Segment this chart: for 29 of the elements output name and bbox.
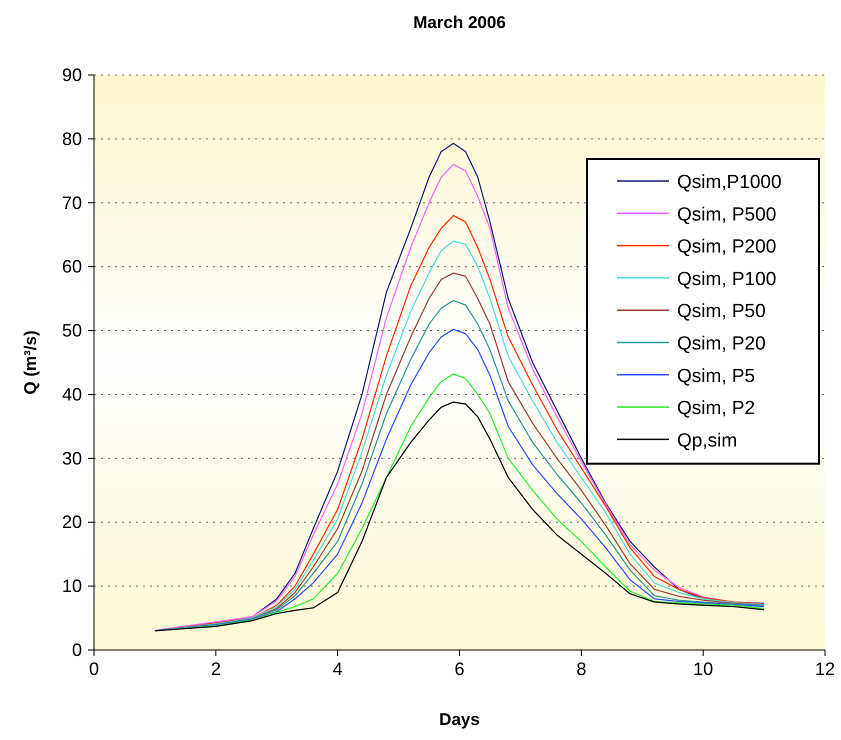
y-tick-label: 20: [62, 512, 82, 532]
y-tick-label: 40: [62, 384, 82, 404]
y-tick-label: 60: [62, 256, 82, 277]
x-tick-label: 6: [454, 659, 465, 679]
y-tick-label: 0: [72, 640, 82, 660]
chart-title: March 2006: [413, 13, 506, 32]
legend-label: Qsim, P5: [677, 366, 756, 387]
legend-label: Qsim, P500: [677, 204, 776, 226]
x-tick-label: 10: [693, 659, 714, 679]
legend-label: Qsim, P2: [677, 398, 756, 420]
y-tick-label: 70: [62, 192, 82, 213]
y-axis-title: Q (m³/s): [21, 330, 40, 395]
x-axis-title: Days: [439, 710, 480, 729]
x-tick-label: 12: [814, 659, 836, 679]
legend-label: Qsim, P50: [677, 301, 766, 322]
x-tick-label: 2: [210, 659, 221, 679]
x-tick-label: 8: [576, 659, 586, 679]
legend-label: Qsim, P20: [677, 334, 766, 354]
legend-label: Qp,sim: [677, 430, 738, 452]
legend-label: Qsim,P1000: [677, 172, 782, 193]
y-tick-label: 50: [62, 320, 82, 341]
x-tick-label: 0: [88, 659, 100, 679]
y-tick-label: 90: [62, 65, 82, 85]
x-tick-label: 4: [332, 659, 343, 679]
y-tick-label: 10: [62, 576, 82, 596]
y-tick-label: 80: [62, 128, 82, 149]
legend-label: Qsim, P200: [677, 236, 776, 258]
y-tick-label: 30: [62, 448, 82, 468]
legend-label: Qsim, P100: [677, 268, 776, 290]
